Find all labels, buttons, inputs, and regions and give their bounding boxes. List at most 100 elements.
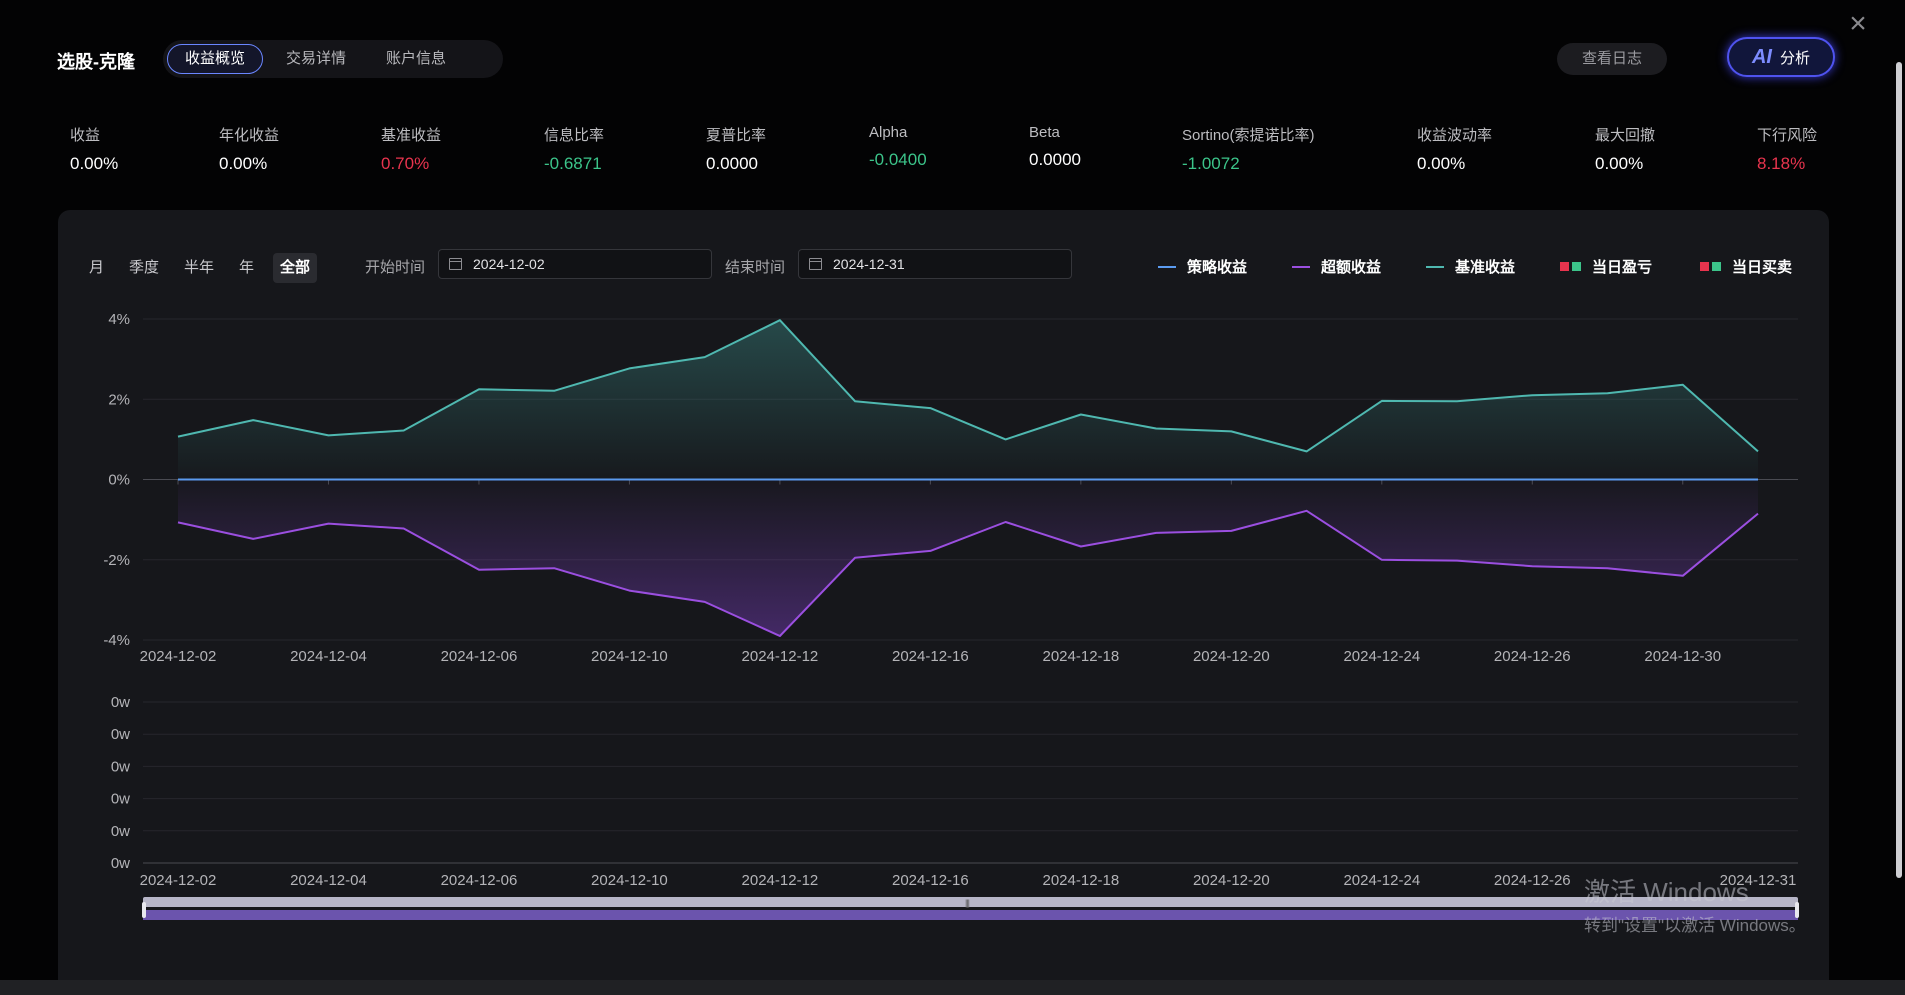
start-date-input[interactable]: 2024-12-02 [438, 249, 712, 279]
metric-label: 最大回撤 [1595, 127, 1656, 144]
slider-right-handle[interactable] [1795, 902, 1799, 918]
tab-account[interactable]: 账户信息 [386, 50, 447, 67]
x-tick-label: 2024-12-10 [591, 648, 668, 665]
legend-line-icon [1158, 265, 1176, 268]
metric-beta: Beta 0.0000 [1029, 124, 1081, 170]
metric-return: 收益 0.00% [70, 124, 118, 174]
x-tick-label: 2024-12-12 [742, 648, 819, 665]
sub-x-tick-label: 2024-12-06 [441, 872, 518, 889]
view-log-button[interactable]: 查看日志 [1557, 43, 1667, 75]
ai-analysis-label: 分析 [1779, 49, 1810, 67]
series-area-基准收益 [178, 320, 1758, 480]
slider-selection [143, 910, 1798, 920]
x-tick-label: 2024-12-16 [892, 648, 969, 665]
legend-benchmark-return[interactable]: 基准收益 [1426, 256, 1515, 277]
sub-y-tick-label: 0w [111, 855, 130, 872]
metric-sharpe-ratio: 夏普比率 0.0000 [706, 124, 766, 174]
close-icon[interactable]: × [1849, 7, 1867, 40]
ai-icon: AI [1751, 45, 1772, 68]
metric-value: 0.00% [219, 154, 268, 173]
y-tick-label: 2% [108, 391, 130, 408]
watermark-line2: 转到"设置"以激活 Windows。 [1584, 916, 1806, 935]
x-tick-label: 2024-12-06 [441, 648, 518, 665]
metric-volatility: 收益波动率 0.00% [1417, 124, 1492, 174]
sub-y-tick-label: 0w [111, 694, 130, 711]
start-date-label: 开始时间 [365, 259, 426, 276]
metric-label: Beta [1029, 124, 1060, 141]
slider-grip-icon[interactable]: ||| [965, 898, 970, 908]
metric-label: 基准收益 [381, 127, 442, 144]
metric-alpha: Alpha -0.0400 [869, 124, 927, 170]
metric-annual-return: 年化收益 0.00% [219, 124, 279, 174]
legend-daily-pnl[interactable]: 当日盈亏 [1560, 256, 1652, 277]
metric-label: 夏普比率 [706, 127, 767, 144]
sub-x-tick-label: 2024-12-20 [1193, 872, 1270, 889]
legend-label: 基准收益 [1455, 259, 1516, 276]
series-line-基准收益 [177, 319, 1759, 453]
y-tick-label: -2% [103, 552, 130, 569]
metric-value: 0.00% [70, 154, 119, 173]
metric-label: Sortino(索提诺比率) [1182, 127, 1315, 144]
legend-excess-return[interactable]: 超额收益 [1292, 256, 1381, 277]
sub-y-tick-label: 0w [111, 758, 130, 775]
period-half-year[interactable]: 半年 [184, 259, 215, 276]
metric-value: 0.0000 [706, 154, 758, 173]
legend-line-icon [1292, 265, 1310, 268]
ai-analysis-button[interactable]: AI 分析 [1727, 37, 1835, 77]
period-year[interactable]: 年 [239, 259, 255, 276]
y-tick-label: 4% [108, 311, 130, 328]
x-tick-label: 2024-12-18 [1042, 648, 1119, 665]
x-tick-label: 2024-12-26 [1494, 648, 1571, 665]
chart-panel [58, 210, 1829, 995]
sub-x-tick-label: 2024-12-04 [290, 872, 367, 889]
calendar-icon [809, 258, 822, 270]
sub-y-tick-label: 0w [111, 726, 130, 743]
slider-left-handle[interactable] [142, 902, 146, 918]
vertical-scrollbar[interactable] [1896, 62, 1902, 878]
period-all[interactable]: 全部 [273, 253, 318, 283]
sub-x-tick-label: 2024-12-31 [1720, 872, 1797, 889]
legend-label: 超额收益 [1321, 259, 1382, 276]
sub-x-tick-label: 2024-12-12 [742, 872, 819, 889]
metric-label: 收益波动率 [1417, 127, 1493, 144]
page-title: 选股-克隆 [57, 52, 135, 72]
start-date-value: 2024-12-02 [473, 256, 545, 272]
sub-x-tick-label: 2024-12-16 [892, 872, 969, 889]
metric-label: 信息比率 [544, 127, 605, 144]
bottom-bar [0, 980, 1905, 995]
tab-trades[interactable]: 交易详情 [286, 50, 347, 67]
legend-square-icon [1712, 262, 1721, 271]
x-tick-label: 2024-12-02 [140, 648, 217, 665]
date-range-slider[interactable]: ||| [142, 897, 1799, 923]
legend-square-icon [1572, 262, 1581, 271]
metric-label: 下行风险 [1757, 127, 1818, 144]
legend-line-icon [1426, 265, 1444, 268]
sub-x-tick-label: 2024-12-10 [591, 872, 668, 889]
legend-strategy-return[interactable]: 策略收益 [1158, 256, 1247, 277]
legend-square-icon [1560, 262, 1569, 271]
legend-square-icon [1700, 262, 1709, 271]
x-tick-label: 2024-12-24 [1343, 648, 1420, 665]
tab-bar: 收益概览 交易详情 账户信息 [163, 40, 503, 78]
period-quarter[interactable]: 季度 [129, 259, 160, 276]
slider-track [143, 897, 1798, 907]
series-area-超额收益 [178, 479, 1758, 636]
x-tick-label: 2024-12-04 [290, 648, 367, 665]
windows-activation-watermark: 激活 Windows 转到"设置"以激活 Windows。 [1584, 872, 1806, 936]
legend-daily-trades[interactable]: 当日买卖 [1700, 256, 1792, 277]
sub-x-tick-label: 2024-12-26 [1494, 872, 1571, 889]
x-tick-label: 2024-12-20 [1193, 648, 1270, 665]
metric-information-ratio: 信息比率 -0.6871 [544, 124, 604, 174]
metric-value: 0.70% [381, 154, 430, 173]
series-line-超额收益 [177, 509, 1759, 637]
metric-label: 年化收益 [219, 127, 280, 144]
end-date-input[interactable]: 2024-12-31 [798, 249, 1072, 279]
metric-value: -0.6871 [544, 154, 602, 173]
end-date-value: 2024-12-31 [833, 256, 905, 272]
watermark-line1: 激活 Windows [1584, 877, 1749, 907]
metric-max-drawdown: 最大回撤 0.00% [1595, 124, 1655, 174]
period-month[interactable]: 月 [89, 259, 105, 276]
tab-overview[interactable]: 收益概览 [167, 44, 264, 74]
sub-y-tick-label: 0w [111, 791, 130, 808]
